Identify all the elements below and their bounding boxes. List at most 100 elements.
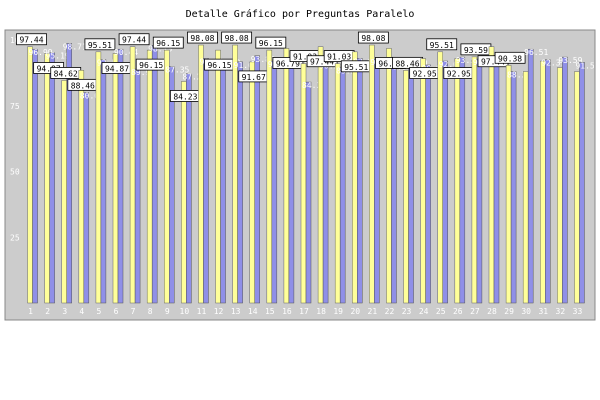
x-tick-label: 32 (556, 307, 566, 316)
data-label-series-b: 93.59 (558, 56, 582, 65)
bar-series-a (61, 80, 67, 304)
bar-series-b (527, 48, 534, 304)
bar-series-b (357, 58, 363, 304)
bar-series-b (186, 73, 192, 304)
data-label-box (187, 31, 218, 44)
y-tick-label: 75 (10, 102, 20, 111)
bar-series-a (232, 44, 238, 304)
data-label-box (118, 33, 150, 46)
bar-series-a (540, 60, 546, 304)
data-label-box (16, 33, 47, 46)
x-tick-label: 18 (316, 307, 326, 316)
data-label-series-a: 95.51 (430, 41, 454, 50)
bar-series-a (198, 44, 204, 304)
data-label-box (84, 38, 116, 51)
data-label-box (221, 31, 253, 44)
x-tick-label: 10 (180, 307, 190, 316)
y-tick-label: 50 (10, 168, 20, 177)
bar-series-b (562, 56, 568, 304)
bar-series-b (476, 58, 483, 304)
data-label-series-a: 93.59 (464, 46, 488, 55)
bar-series-b (322, 62, 329, 304)
bar-series-b (374, 58, 380, 304)
data-label-series-a: 84.23 (173, 92, 197, 101)
data-label-series-b: 96.99 (29, 48, 53, 57)
data-label-series-b: 84.24 (302, 81, 326, 90)
data-label-series-b: 92.31 (541, 59, 565, 68)
bar-series-a (146, 49, 153, 304)
x-tick-label: 31 (538, 307, 548, 316)
bar-series-b (100, 59, 107, 304)
x-tick-label: 16 (282, 307, 292, 316)
x-tick-label: 27 (470, 307, 480, 316)
bar-series-b (134, 68, 141, 304)
data-label-box (357, 31, 389, 44)
x-tick-label: 30 (521, 307, 531, 316)
x-tick-label: 8 (148, 307, 153, 316)
data-label-series-b: 91.51 (575, 61, 599, 70)
data-label-series-a: 97.44 (310, 58, 334, 67)
bar-series-a (95, 51, 102, 304)
data-label-series-a: 92.95 (413, 70, 437, 79)
data-label-series-b: 91.67 (234, 61, 258, 70)
bar-series-a (164, 49, 170, 304)
bar-series-a (522, 71, 529, 304)
x-tick-label: 24 (419, 307, 429, 316)
data-label-series-a: 91.67 (242, 73, 266, 82)
bar-series-a (300, 63, 307, 304)
x-tick-label: 20 (350, 307, 360, 316)
bar-series-a (44, 53, 50, 304)
data-label-series-a: 98.08 (225, 34, 249, 43)
data-label-series-a: 88.46 (71, 81, 95, 90)
x-tick-label: 15 (265, 307, 275, 316)
bar-series-a (215, 49, 221, 304)
x-tick-label: 7 (131, 307, 136, 316)
data-label-series-b: 93.59 (456, 56, 480, 65)
x-tick-label: 13 (231, 307, 241, 316)
data-label-series-b: 87.35 (165, 65, 189, 74)
data-label-box (272, 57, 304, 69)
bar-series-b (493, 55, 500, 304)
bar-series-a (403, 70, 409, 304)
data-label-series-a: 91.03 (327, 53, 351, 62)
data-label-series-b: 95.19 (46, 52, 70, 61)
data-label-series-a: 84.62 (54, 69, 78, 78)
data-label-series-b: 96.51 (524, 48, 548, 57)
bar-series-a (129, 46, 136, 304)
bar-series-b (579, 62, 585, 304)
bar-series-a (27, 46, 33, 304)
bar-series-a (420, 58, 426, 304)
data-label-series-a: 96.79 (378, 59, 402, 68)
bar-series-b (237, 61, 243, 304)
data-label-series-a: 95.51 (344, 63, 368, 72)
bar-series-a (112, 53, 119, 304)
data-label-series-b: 98.13 (148, 44, 172, 53)
bar-series-a (78, 70, 85, 304)
bar-series-b (339, 67, 346, 304)
data-label-series-a: 90.38 (498, 54, 522, 63)
bar-series-b (391, 63, 397, 304)
data-label-series-a: 97.44 (19, 36, 43, 45)
data-label-series-b: 89.95 (131, 68, 155, 77)
bar-series-a (181, 81, 187, 304)
bar-series-b (169, 66, 175, 304)
x-tick-label: 33 (573, 307, 583, 316)
data-label-series-b: 90.44 (114, 48, 138, 57)
x-tick-label: 23 (402, 307, 412, 316)
bar-series-b (459, 56, 466, 304)
bar-series-b (442, 60, 448, 304)
bar-series-b (545, 59, 551, 304)
x-tick-label: 11 (197, 307, 207, 316)
bar-series-a (471, 56, 478, 304)
y-tick-label: 25 (10, 233, 20, 242)
bar-series-b (66, 43, 72, 304)
bar-series-b (32, 48, 38, 304)
data-label-series-a: 94.87 (37, 64, 61, 73)
data-label-series-b: 93.85 (251, 55, 275, 64)
bar-series-b (305, 81, 312, 304)
bar-series-b (203, 58, 209, 304)
x-tick-label: 26 (453, 307, 463, 316)
x-tick-label: 6 (114, 307, 119, 316)
data-label-series-a: 96.15 (156, 39, 180, 48)
x-tick-label: 21 (368, 307, 378, 316)
